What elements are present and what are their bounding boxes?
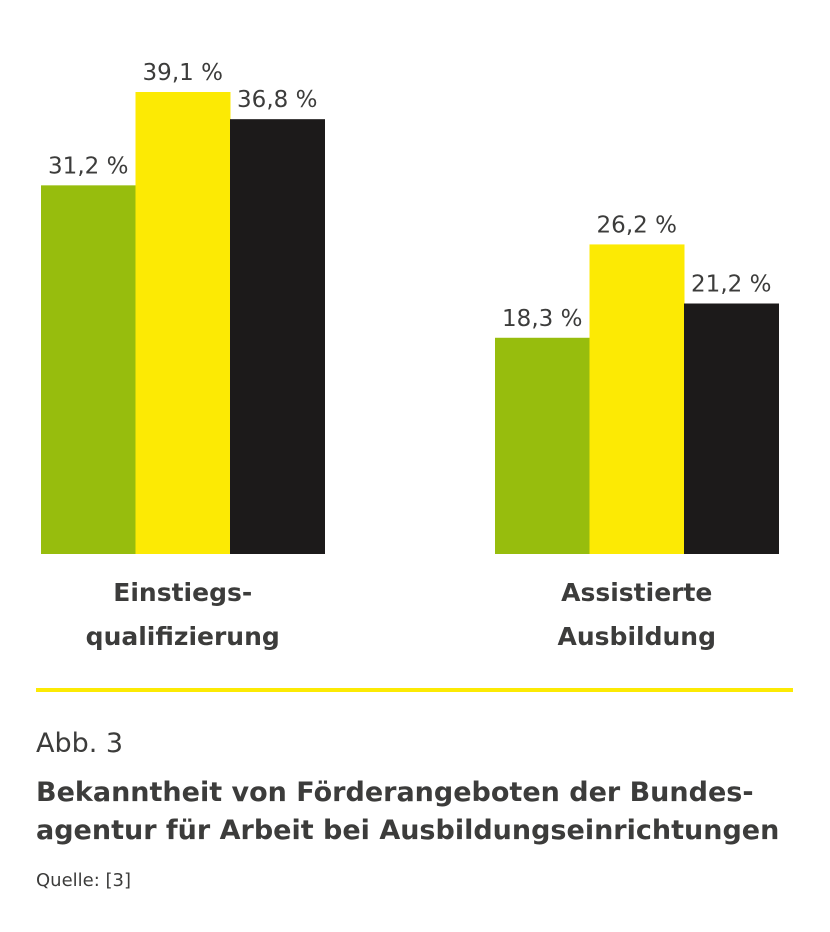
data-label-2-1: 18,3 % [502,306,582,332]
data-label-1-2: 39,1 % [143,60,223,86]
bar-chart: 31,2 % 39,1 % 36,8 % Einstiegs-qualifizieru… [41,60,779,651]
category-label-1-line-2: qualifizierung [86,622,280,651]
data-label-2-3: 21,2 % [691,272,771,298]
bar-1-2 [135,92,231,554]
figure-number: Abb. 3 [36,728,124,759]
figure-title-line-2: agentur für Arbeit bei Ausbildungseinric… [36,815,780,846]
figure-source: Quelle: [3] [36,870,132,891]
figure-title: Bekanntheit von Förderangeboten der Bund… [36,774,796,850]
bar-2-2 [589,244,685,554]
data-label-1-3: 36,8 % [237,87,317,113]
bar-1-3 [230,119,325,555]
category-label-2-line-1: Assistierte [561,578,712,607]
accent-divider [36,688,793,692]
bar-1-1 [41,185,136,554]
category-label-2-line-2: Ausbildung [558,622,716,651]
bar-2-1 [495,337,590,554]
figure-title-line-1: Bekanntheit von Förderangeboten der Bund… [36,777,754,808]
category-label-1-line-1: Einstiegs- [113,578,252,607]
data-label-1-1: 31,2 % [48,153,128,179]
bar-2-3 [684,303,779,554]
data-label-2-2: 26,2 % [597,212,677,238]
